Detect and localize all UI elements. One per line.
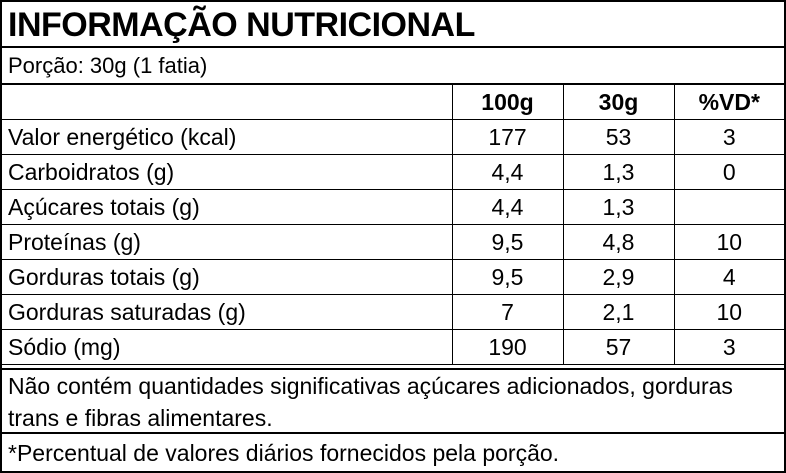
value-per-portion: 57: [562, 329, 675, 365]
nutrient-name: Valor energético (kcal): [2, 119, 453, 155]
nutrient-name: Sódio (mg): [2, 329, 453, 365]
nutrient-name: Gorduras saturadas (g): [2, 294, 453, 330]
value-daily-percent: 3: [673, 329, 784, 365]
table-row: Açúcares totais (g) 4,4 1,3: [2, 189, 784, 225]
header-per-portion: 30g: [562, 85, 675, 120]
table-row: Proteínas (g) 9,5 4,8 10: [2, 224, 784, 260]
value-per-100g: 9,5: [451, 224, 564, 260]
value-daily-percent: 3: [673, 119, 784, 155]
value-per-100g: 7: [451, 294, 564, 330]
table-row: Gorduras totais (g) 9,5 2,9 4: [2, 259, 784, 295]
value-per-portion: 53: [562, 119, 675, 155]
nutrient-name: Gorduras totais (g): [2, 259, 453, 295]
value-per-portion: 1,3: [562, 154, 675, 190]
header-per-100g: 100g: [451, 85, 564, 120]
nutrition-note: Não contém quantidades significativas aç…: [2, 368, 784, 434]
nutrient-name: Carboidratos (g): [2, 154, 453, 190]
value-per-portion: 2,9: [562, 259, 675, 295]
value-per-100g: 4,4: [451, 189, 564, 225]
header-nutrient: [2, 85, 453, 120]
value-daily-percent: 10: [673, 224, 784, 260]
table-row: Sódio (mg) 190 57 3: [2, 329, 784, 365]
nutrient-name: Açúcares totais (g): [2, 189, 453, 225]
value-daily-percent: 4: [673, 259, 784, 295]
table-row: Gorduras saturadas (g) 7 2,1 10: [2, 294, 784, 330]
value-per-portion: 4,8: [562, 224, 675, 260]
value-per-100g: 4,4: [451, 154, 564, 190]
value-per-100g: 9,5: [451, 259, 564, 295]
value-daily-percent: [673, 189, 784, 225]
value-daily-percent: 10: [673, 294, 784, 330]
value-per-100g: 177: [451, 119, 564, 155]
table-row: Carboidratos (g) 4,4 1,3 0: [2, 154, 784, 190]
label-title: INFORMAÇÃO NUTRICIONAL: [2, 2, 784, 48]
portion-size: Porção: 30g (1 fatia): [2, 48, 784, 85]
value-per-portion: 1,3: [562, 189, 675, 225]
table-header-row: 100g 30g %VD*: [2, 85, 784, 120]
value-per-100g: 190: [451, 329, 564, 365]
header-daily-value: %VD*: [673, 85, 784, 120]
value-daily-percent: 0: [673, 154, 784, 190]
nutrition-table: 100g 30g %VD* Valor energético (kcal) 17…: [2, 85, 784, 365]
nutrient-name: Proteínas (g): [2, 224, 453, 260]
value-per-portion: 2,1: [562, 294, 675, 330]
daily-value-footnote: *Percentual de valores diários fornecido…: [8, 440, 560, 466]
table-row: Valor energético (kcal) 177 53 3: [2, 119, 784, 155]
